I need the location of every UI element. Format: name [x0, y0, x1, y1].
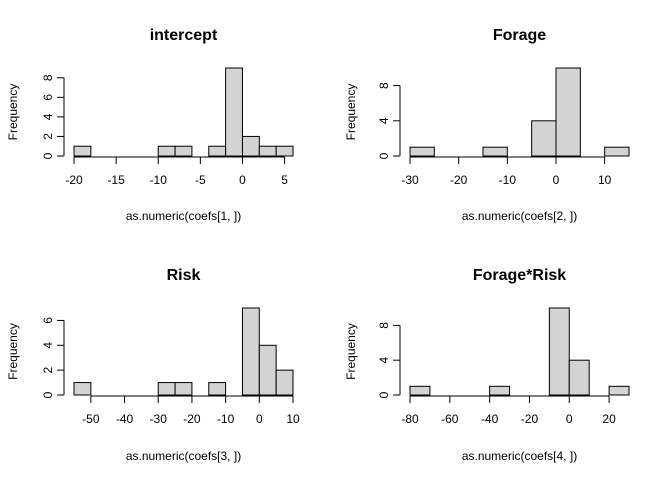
y-axis-label: Frequency	[6, 323, 20, 380]
y-tick-label: 8	[377, 82, 391, 89]
x-axis-label: as.numeric(coefs[1, ])	[126, 209, 241, 223]
x-tick-label: -10	[217, 412, 235, 426]
x-tick-label: 0	[553, 173, 560, 187]
y-tick-label: 8	[41, 74, 55, 81]
histogram-bar	[258, 145, 277, 157]
histogram-bar	[275, 145, 294, 157]
histogram-bar	[73, 145, 92, 157]
histogram-bar	[608, 385, 630, 396]
y-tick-label: 0	[377, 152, 391, 159]
histogram-bar	[73, 382, 92, 396]
x-tick-label: 10	[598, 173, 612, 187]
histogram-bar	[157, 382, 176, 396]
x-tick-label: -40	[116, 412, 134, 426]
histogram-bar	[157, 145, 176, 157]
y-tick-label: 4	[41, 113, 55, 120]
histogram-panel-4: Forage*Risk -80 -60 -40 -20 0 20 0 4 8 as.numeric(…	[344, 267, 630, 463]
x-tick-label: 5	[281, 173, 288, 187]
x-tick-label: -20	[65, 173, 83, 187]
y-tick-label: 0	[41, 391, 55, 398]
histogram-bar	[531, 120, 557, 157]
y-tick-label: 4	[41, 342, 55, 349]
x-tick-label: -20	[183, 412, 201, 426]
histogram-bar	[174, 382, 193, 396]
x-tick-label: -40	[481, 412, 499, 426]
x-tick-label: -20	[450, 173, 468, 187]
x-tick-label: -10	[150, 173, 168, 187]
histogram-bar	[604, 146, 630, 157]
histogram-bar	[548, 307, 570, 396]
x-axis-label: as.numeric(coefs[2, ])	[462, 209, 577, 223]
y-tick-label: 4	[377, 357, 391, 364]
x-tick-label: -30	[401, 173, 419, 187]
x-tick-label: -15	[107, 173, 125, 187]
x-tick-label: -10	[499, 173, 517, 187]
histogram-bar	[568, 359, 590, 396]
x-tick-label: -60	[441, 412, 459, 426]
y-tick-label: 6	[41, 317, 55, 324]
x-tick-label: -20	[521, 412, 539, 426]
chart-title: Forage	[493, 27, 546, 44]
y-tick-label: 2	[41, 133, 55, 140]
chart-title: intercept	[150, 27, 218, 44]
histogram-bar	[241, 307, 260, 396]
histogram-bar	[409, 146, 435, 157]
y-axis-label: Frequency	[344, 84, 358, 141]
histogram-bar	[174, 145, 193, 157]
histogram-bar	[489, 385, 511, 396]
chart-title: Forage*Risk	[473, 267, 566, 284]
histogram-bar	[258, 344, 277, 396]
x-tick-label: 0	[239, 173, 246, 187]
histogram-bar	[208, 145, 227, 157]
x-tick-label: -80	[401, 412, 419, 426]
histogram-bar	[275, 369, 294, 396]
x-axis-label: as.numeric(coefs[3, ])	[126, 449, 241, 463]
x-tick-label: 0	[566, 412, 573, 426]
histogram-bar	[241, 135, 260, 157]
histogram-panel-1: intercept -20 -15 -10 -5 0 5 0 2 4 6 8 as.numeric(co…	[6, 27, 294, 223]
x-tick-label: -5	[195, 173, 206, 187]
histogram-bar	[225, 67, 243, 157]
x-tick-label: -30	[150, 412, 168, 426]
histogram-bar	[555, 67, 581, 157]
histogram-bar	[482, 146, 508, 157]
histogram-panel-2: Forage -30 -20 -10 0 10 0 4 8 as.numeric(coefs[2,…	[344, 27, 630, 223]
y-axis-label: Frequency	[344, 323, 358, 380]
x-tick-label: -50	[82, 412, 100, 426]
x-tick-label: 10	[286, 412, 300, 426]
y-tick-label: 2	[41, 366, 55, 373]
x-tick-label: 0	[256, 412, 263, 426]
histogram-bar	[409, 385, 431, 396]
y-tick-label: 0	[41, 152, 55, 159]
chart-title: Risk	[167, 267, 201, 284]
y-tick-label: 8	[377, 322, 391, 329]
x-axis-label: as.numeric(coefs[4, ])	[462, 449, 577, 463]
y-axis-label: Frequency	[6, 84, 20, 141]
x-tick-label: 20	[602, 412, 616, 426]
histogram-panel-3: Risk -50 -40 -30 -20 -10 0 10 0 2 4 6 as.numeric(coe…	[6, 267, 300, 463]
histogram-bar	[208, 382, 227, 396]
y-tick-label: 6	[41, 94, 55, 101]
y-tick-label: 4	[377, 117, 391, 124]
y-tick-label: 0	[377, 391, 391, 398]
